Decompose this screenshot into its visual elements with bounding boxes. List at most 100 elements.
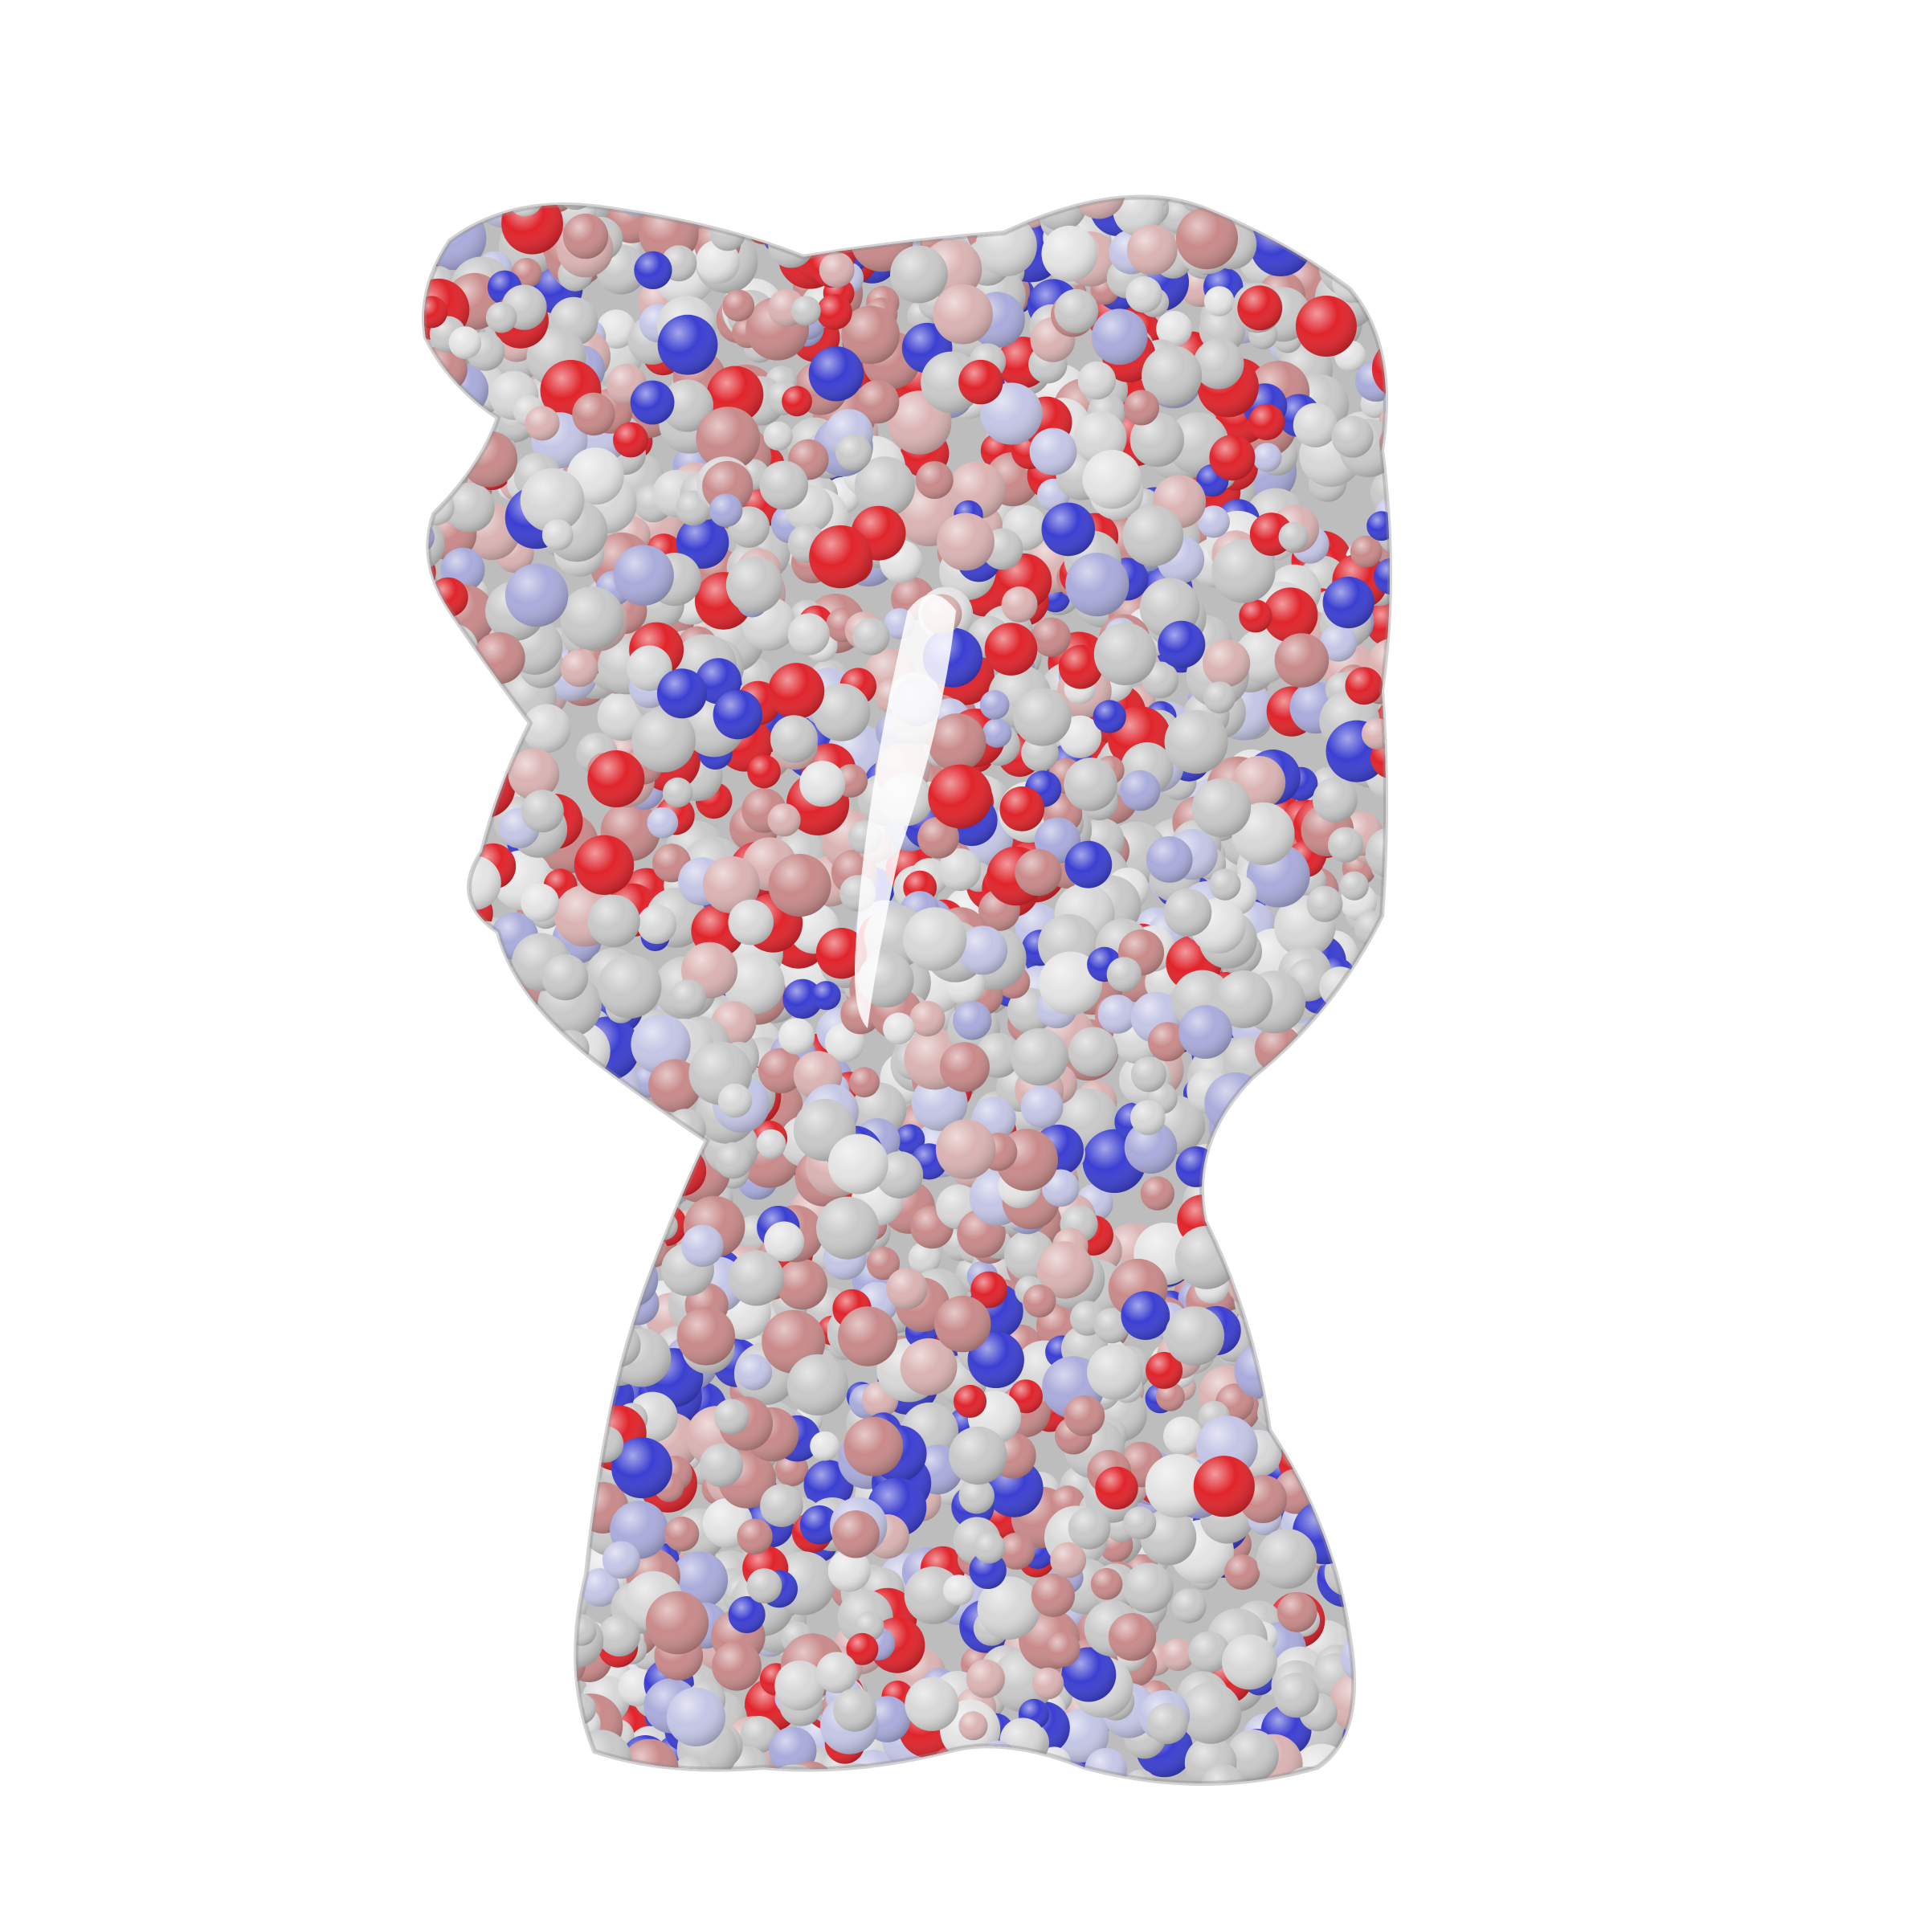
surface-atom-shading xyxy=(514,1542,547,1575)
surface-atom xyxy=(826,1763,888,1783)
surface-atom-shading xyxy=(453,1153,485,1185)
surface-atom-shading xyxy=(491,1158,549,1217)
surface-atom xyxy=(424,1467,454,1509)
surface-atom-shading xyxy=(1337,1425,1390,1478)
surface-atom xyxy=(536,1723,589,1776)
surface-atom-shading xyxy=(574,1175,619,1220)
surface-atom-shading xyxy=(1276,1313,1309,1347)
surface-atom xyxy=(566,1108,606,1148)
surface-atom xyxy=(424,804,458,840)
surface-atom xyxy=(462,1195,517,1250)
surface-atom-shading xyxy=(1317,206,1365,253)
surface-atom-shading xyxy=(576,1129,632,1185)
surface-atom xyxy=(424,1256,467,1304)
surface-atom-shading xyxy=(902,197,959,216)
surface-atom-shading xyxy=(507,1119,546,1158)
surface-atom-shading xyxy=(483,1636,544,1697)
surface-atom-shading xyxy=(660,379,714,432)
surface-atom-shading xyxy=(462,1098,492,1129)
surface-atom-shading xyxy=(1226,1729,1279,1782)
surface-atom xyxy=(807,197,863,243)
surface-atom-shading xyxy=(550,1356,583,1388)
surface-atom xyxy=(1304,1448,1353,1497)
surface-atom-shading xyxy=(1346,1297,1390,1356)
surface-atom-shading xyxy=(1031,1573,1075,1617)
surface-atom xyxy=(492,1010,537,1054)
surface-atom-shading xyxy=(552,1030,590,1067)
surface-atom-shading xyxy=(1307,1396,1369,1457)
surface-atom-shading xyxy=(782,386,812,417)
surface-atom-shading xyxy=(1283,1093,1315,1125)
surface-atom-shading xyxy=(545,197,585,201)
surface-atom-shading xyxy=(702,856,760,913)
surface-atom xyxy=(1248,1117,1297,1166)
surface-atom xyxy=(580,1195,627,1242)
surface-atom xyxy=(666,163,695,192)
surface-atom-shading xyxy=(576,1281,621,1325)
surface-atom-shading xyxy=(424,1033,429,1067)
surface-atom-shading xyxy=(437,1015,492,1072)
surface-atom-shading xyxy=(637,905,677,945)
surface-atom-shading xyxy=(712,1640,762,1691)
surface-atom-shading xyxy=(1309,1264,1372,1328)
surface-atom-shading xyxy=(509,1158,570,1217)
surface-atom-shading xyxy=(1007,1755,1053,1783)
surface-atom-shading xyxy=(835,434,872,471)
surface-atom xyxy=(1317,1435,1372,1489)
surface-atom-shading xyxy=(1366,1211,1390,1250)
surface-atom xyxy=(1372,1121,1390,1174)
surface-atom-shading xyxy=(597,954,662,1019)
surface-atom xyxy=(454,1076,502,1123)
surface-atom-shading xyxy=(436,832,473,870)
surface-atom xyxy=(1361,1517,1390,1561)
surface-atom-shading xyxy=(745,202,780,236)
surface-atom-shading xyxy=(756,1129,786,1159)
surface-atom-shading xyxy=(663,777,693,808)
surface-atom-shading xyxy=(1345,1189,1390,1238)
surface-atom xyxy=(1292,1131,1325,1164)
surface-atom-shading xyxy=(444,482,495,533)
surface-atom xyxy=(430,1611,477,1658)
surface-atom xyxy=(573,1164,634,1224)
surface-atom-shading xyxy=(950,1758,983,1783)
surface-atom-shading xyxy=(1347,1534,1384,1570)
surface-atom xyxy=(1222,1166,1260,1204)
surface-atom-shading xyxy=(1331,415,1374,458)
surface-atom xyxy=(1323,146,1364,187)
surface-atom-shading xyxy=(1171,1588,1207,1624)
surface-atom-shading xyxy=(1313,197,1377,200)
surface-atom-shading xyxy=(467,1562,504,1599)
surface-atom-shading xyxy=(455,1113,509,1166)
surface-atom-shading xyxy=(1222,1634,1277,1690)
surface-atom xyxy=(1350,1738,1390,1779)
surface-atom xyxy=(1376,1528,1390,1565)
surface-atom xyxy=(437,1027,476,1065)
surface-atom xyxy=(1362,1411,1390,1458)
surface-atom xyxy=(1281,1774,1327,1783)
surface-atom-shading xyxy=(1304,1442,1368,1507)
surface-atom-shading xyxy=(438,1285,487,1335)
surface-atom xyxy=(1233,1228,1273,1269)
surface-atom xyxy=(509,1158,570,1217)
surface-atom-shading xyxy=(770,715,819,763)
surface-atom xyxy=(1314,1129,1375,1191)
surface-atom-shading xyxy=(1330,1379,1389,1437)
surface-atom xyxy=(507,1119,546,1158)
surface-atom xyxy=(424,1529,447,1584)
surface-atom-shading xyxy=(424,786,451,844)
surface-atom xyxy=(1322,1030,1355,1064)
surface-atom-shading xyxy=(866,1246,901,1281)
surface-atom-shading xyxy=(982,718,1012,748)
surface-atom-shading xyxy=(819,197,876,216)
surface-atom xyxy=(517,1379,573,1435)
surface-atom-shading xyxy=(612,1328,672,1387)
surface-atom xyxy=(501,1195,541,1235)
surface-atom-shading xyxy=(1261,1366,1315,1420)
surface-atom xyxy=(468,1252,517,1301)
surface-atom xyxy=(1334,1086,1385,1136)
surface-atom-shading xyxy=(865,145,901,182)
surface-atom-shading xyxy=(812,683,871,741)
surface-atom-shading xyxy=(1260,1076,1294,1110)
surface-atom xyxy=(1342,1464,1390,1519)
surface-atom-shading xyxy=(424,1460,440,1513)
